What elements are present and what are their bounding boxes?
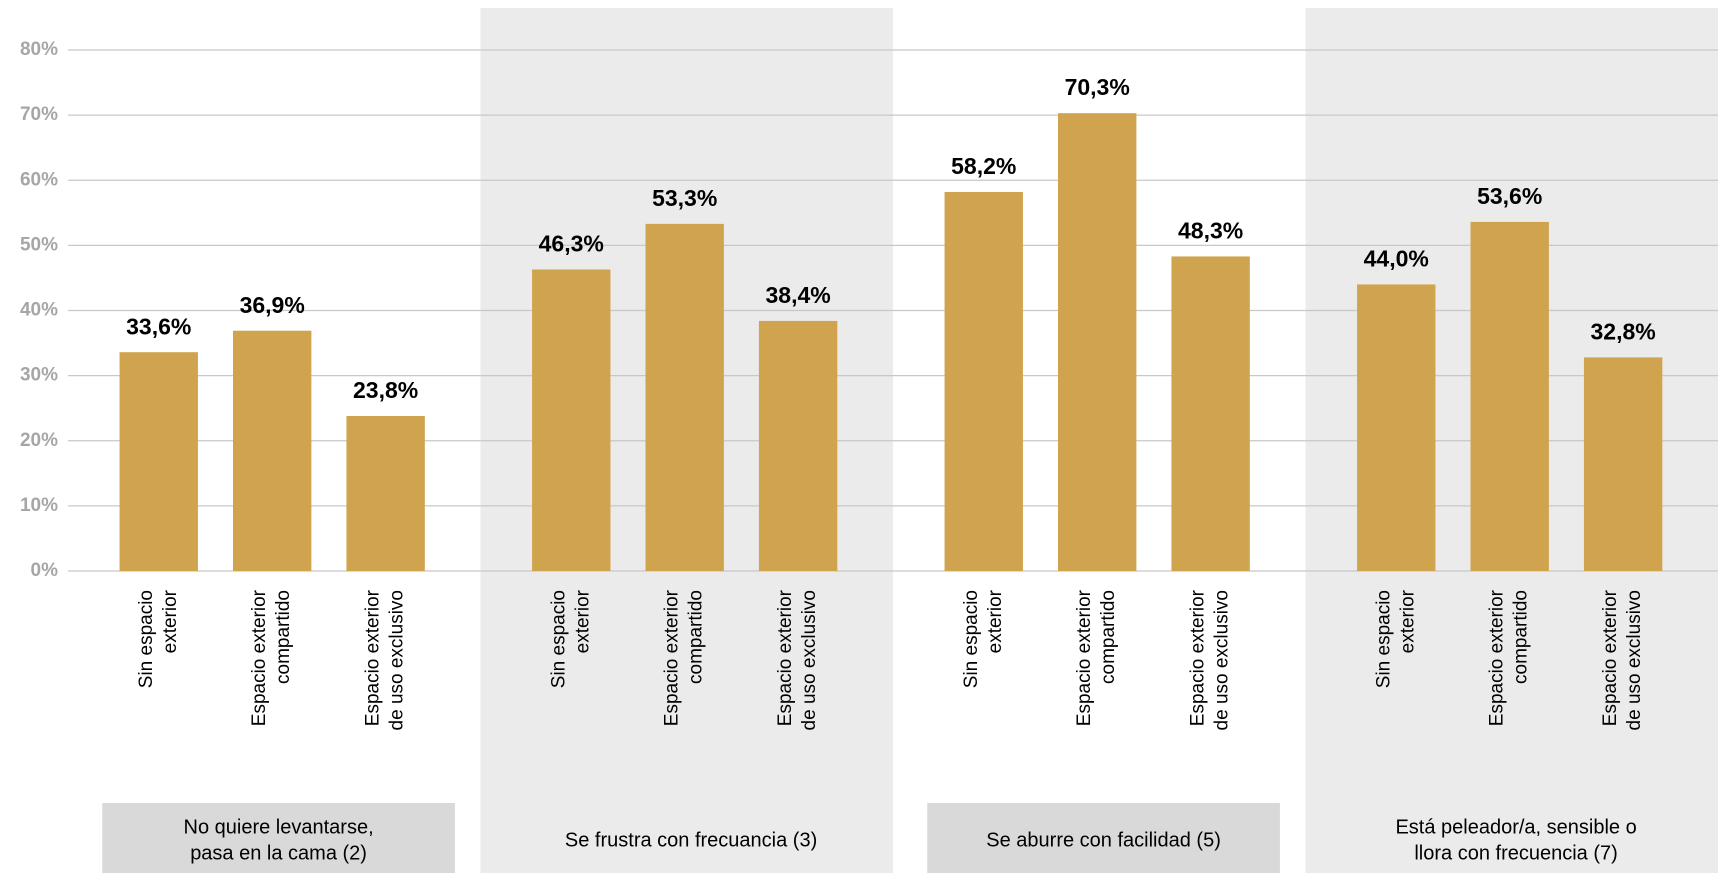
bar	[1357, 284, 1436, 571]
x-tick-label: compartido	[1511, 590, 1532, 684]
x-tick-label: de uso exclusivo	[799, 590, 820, 730]
group-label: Se aburre con facilidad (5)	[986, 829, 1221, 851]
group-label: No quiere levantarse,	[184, 816, 374, 838]
group-label-box	[102, 803, 455, 873]
bar	[1470, 221, 1549, 571]
x-tick-label: Espacio exterior	[1074, 589, 1095, 726]
y-tick-label: 0%	[31, 560, 59, 581]
x-tick-label: exterior	[985, 589, 1006, 653]
x-tick-label: compartido	[1098, 590, 1119, 684]
y-tick-label: 60%	[20, 169, 58, 190]
y-tick-label: 80%	[20, 39, 58, 60]
y-tick-label: 20%	[20, 430, 58, 451]
y-tick-label: 10%	[20, 495, 58, 516]
x-tick-label: Espacio exterior	[249, 589, 270, 726]
bar	[119, 352, 198, 571]
bar	[532, 269, 611, 571]
bar	[346, 416, 425, 571]
x-tick-label: de uso exclusivo	[387, 590, 408, 730]
value-label: 53,6%	[1477, 183, 1542, 209]
bar	[944, 191, 1023, 571]
bar	[233, 330, 312, 571]
group-label: pasa en la cama (2)	[190, 842, 367, 864]
y-tick-label: 70%	[20, 104, 58, 125]
value-label: 46,3%	[539, 231, 604, 257]
y-tick-label: 30%	[20, 365, 58, 386]
group-label: llora con frecuencia (7)	[1414, 842, 1617, 864]
x-tick-label: Sin espacio	[548, 590, 569, 688]
x-tick-label: Espacio exterior	[775, 589, 796, 726]
x-tick-label: exterior	[160, 589, 181, 653]
value-label: 38,4%	[766, 282, 831, 308]
bar	[645, 223, 724, 572]
x-tick-label: exterior	[572, 589, 593, 653]
x-tick-label: Sin espacio	[961, 590, 982, 688]
x-tick-label: exterior	[1397, 589, 1418, 653]
x-tick-label: compartido	[686, 590, 707, 684]
value-label: 58,2%	[951, 153, 1016, 179]
x-tick-label: Espacio exterior	[1600, 589, 1621, 726]
value-label: 70,3%	[1065, 74, 1130, 100]
group-label: Está peleador/a, sensible o	[1395, 816, 1636, 838]
y-tick-label: 50%	[20, 234, 58, 255]
bar	[1171, 256, 1250, 571]
x-tick-label: Sin espacio	[1373, 590, 1394, 688]
x-tick-label: de uso exclusivo	[1212, 590, 1233, 730]
x-tick-label: Sin espacio	[136, 590, 157, 688]
x-tick-label: compartido	[273, 590, 294, 684]
value-label: 36,9%	[240, 292, 305, 318]
bar	[1058, 113, 1137, 571]
group-label-box	[927, 803, 1280, 873]
group-label: Se frustra con frecuancia (3)	[565, 829, 817, 851]
x-tick-label: Espacio exterior	[1188, 589, 1209, 726]
value-label: 44,0%	[1364, 246, 1429, 272]
x-tick-label: Espacio exterior	[1487, 589, 1508, 726]
y-tick-label: 40%	[20, 300, 58, 321]
x-tick-label: Espacio exterior	[363, 589, 384, 726]
value-label: 33,6%	[126, 313, 191, 339]
x-tick-label: de uso exclusivo	[1624, 590, 1645, 730]
value-label: 32,8%	[1591, 318, 1656, 344]
value-label: 23,8%	[353, 377, 418, 403]
value-label: 48,3%	[1178, 218, 1243, 244]
bar	[758, 320, 838, 571]
value-label: 53,3%	[652, 185, 717, 211]
x-tick-label: Espacio exterior	[662, 589, 683, 726]
bar	[1583, 357, 1663, 571]
